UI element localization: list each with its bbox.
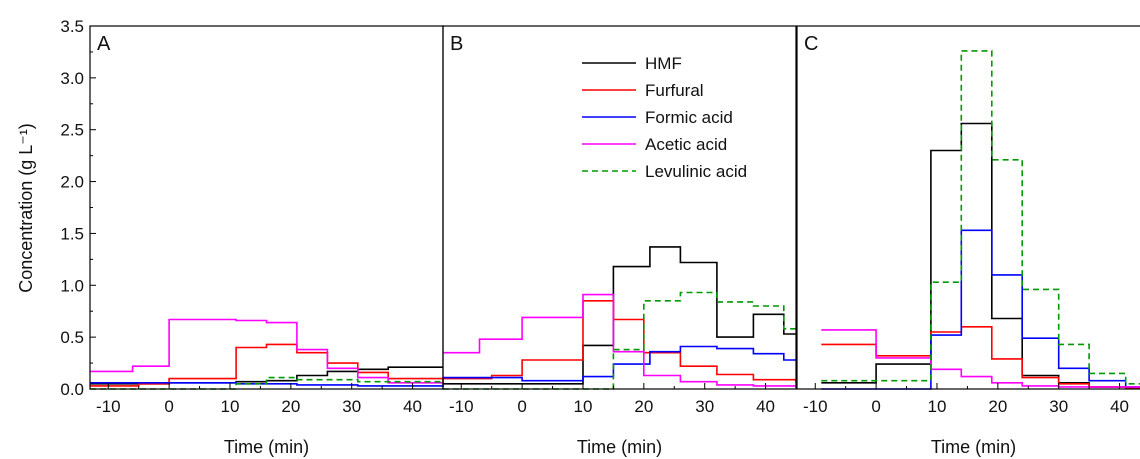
x-tick-label: 0 bbox=[164, 397, 173, 416]
panel-label: A bbox=[97, 33, 111, 55]
x-tick-label: 40 bbox=[403, 397, 422, 416]
series-line-levulinic-acid bbox=[443, 291, 796, 390]
y-tick-label: 3.0 bbox=[60, 69, 84, 88]
series-line-hmf bbox=[821, 122, 1140, 389]
series-line-formic-acid bbox=[821, 229, 1140, 390]
x-tick-label: 40 bbox=[756, 397, 775, 416]
legend-label: HMF bbox=[645, 54, 682, 73]
y-tick-label: 1.5 bbox=[60, 224, 84, 243]
series-line-formic-acid bbox=[90, 382, 444, 387]
legend-label: Furfural bbox=[645, 81, 704, 100]
y-tick-label: 0.5 bbox=[60, 328, 84, 347]
series-line-acetic-acid bbox=[90, 318, 444, 385]
y-tick-label: 2.5 bbox=[60, 121, 84, 140]
y-axis-title: Concentration (g L⁻¹) bbox=[16, 123, 36, 293]
x-tick-label: 40 bbox=[1110, 397, 1129, 416]
x-axis-title: Time (min) bbox=[931, 437, 1016, 457]
y-tick-label: 2.0 bbox=[60, 173, 84, 192]
series-line-hmf bbox=[443, 246, 796, 385]
y-tick-label: 1.0 bbox=[60, 276, 84, 295]
panel-frame bbox=[89, 25, 444, 390]
x-tick-label: 30 bbox=[695, 397, 714, 416]
panel-frame bbox=[796, 25, 1140, 390]
series-line-levulinic-acid bbox=[821, 50, 1140, 385]
x-tick-label: 0 bbox=[517, 397, 526, 416]
series-line-acetic-acid bbox=[821, 329, 1140, 388]
x-tick-label: -10 bbox=[96, 397, 121, 416]
x-axis-title: Time (min) bbox=[577, 437, 662, 457]
x-tick-label: 10 bbox=[928, 397, 947, 416]
series-line-furfural bbox=[443, 300, 797, 383]
x-tick-label: 0 bbox=[871, 397, 880, 416]
y-tick-label: 0.0 bbox=[60, 380, 84, 399]
legend-label: Formic acid bbox=[645, 108, 733, 127]
x-tick-label: 20 bbox=[634, 397, 653, 416]
legend-label: Acetic acid bbox=[645, 135, 727, 154]
x-tick-label: 30 bbox=[1049, 397, 1068, 416]
panel-frame bbox=[442, 25, 797, 390]
series-line-acetic-acid bbox=[443, 293, 797, 387]
x-tick-label: -10 bbox=[449, 397, 474, 416]
x-tick-label: 10 bbox=[574, 397, 593, 416]
panel-label: C bbox=[804, 33, 818, 55]
x-tick-label: 20 bbox=[988, 397, 1007, 416]
x-axis-title: Time (min) bbox=[224, 437, 309, 457]
panel-label: B bbox=[450, 33, 463, 55]
x-tick-label: -10 bbox=[803, 397, 828, 416]
x-tick-label: 10 bbox=[221, 397, 240, 416]
y-tick-label: 3.5 bbox=[60, 17, 84, 36]
x-tick-label: 20 bbox=[281, 397, 300, 416]
series-line-formic-acid bbox=[443, 345, 796, 382]
x-tick-label: 30 bbox=[342, 397, 361, 416]
series-line-furfural bbox=[821, 326, 1140, 389]
legend-label: Levulinic acid bbox=[645, 162, 747, 181]
